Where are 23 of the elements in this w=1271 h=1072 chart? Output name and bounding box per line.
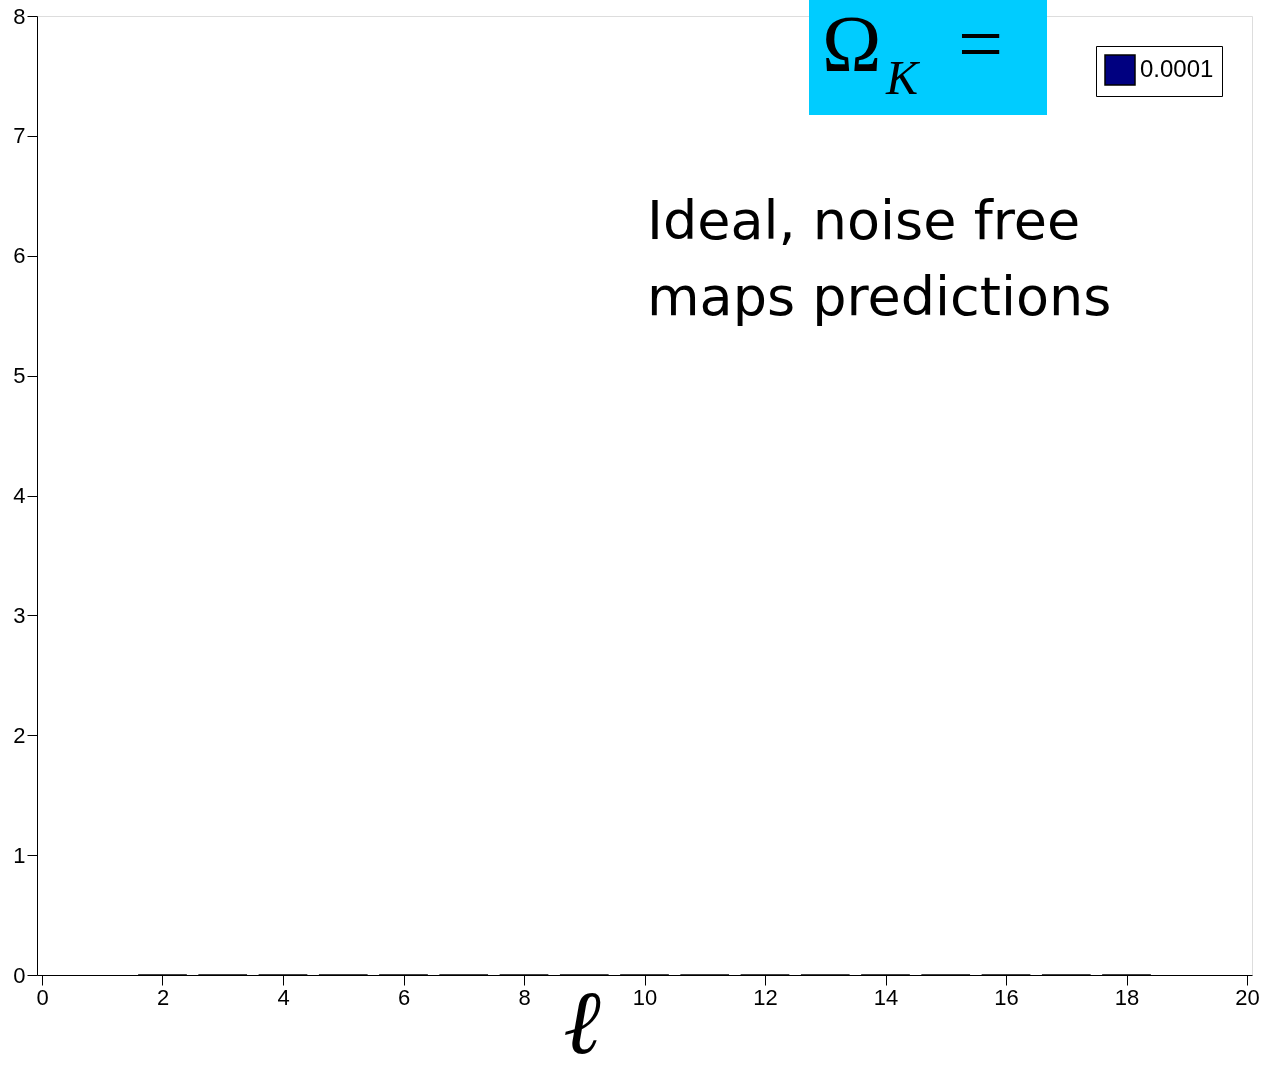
y-tick-label: 8 xyxy=(13,3,26,29)
y-tick-label: 5 xyxy=(13,363,26,389)
y-tick-label: 3 xyxy=(13,602,26,628)
y-tick-label: 4 xyxy=(13,483,26,508)
x-tick-label: 18 xyxy=(1114,984,1140,1010)
x-tick-label: 14 xyxy=(873,984,899,1010)
x-axis-title: ℓ xyxy=(563,973,602,1072)
x-tick-label: 16 xyxy=(994,984,1019,1010)
y-tick-label: 1 xyxy=(13,842,26,868)
x-tick-label: 20 xyxy=(1235,984,1260,1010)
y-tick-label: 6 xyxy=(13,243,26,269)
annotation: Ideal, noise free maps predictions xyxy=(647,189,1112,328)
y-tick-label: 7 xyxy=(13,123,26,149)
x-tick-label: 12 xyxy=(753,984,778,1010)
y-tick-label: 0 xyxy=(13,962,26,988)
x-tick-label: 4 xyxy=(277,984,290,1010)
x-tick-label: 0 xyxy=(36,984,49,1010)
x-tick-label: 10 xyxy=(632,984,658,1010)
x-tick-label: 8 xyxy=(518,984,531,1010)
x-tick-label: 2 xyxy=(156,984,170,1010)
y-tick-label: 2 xyxy=(13,722,26,748)
x-tick-label: 6 xyxy=(397,984,411,1010)
legend-label: 0.0001 xyxy=(1140,55,1214,82)
